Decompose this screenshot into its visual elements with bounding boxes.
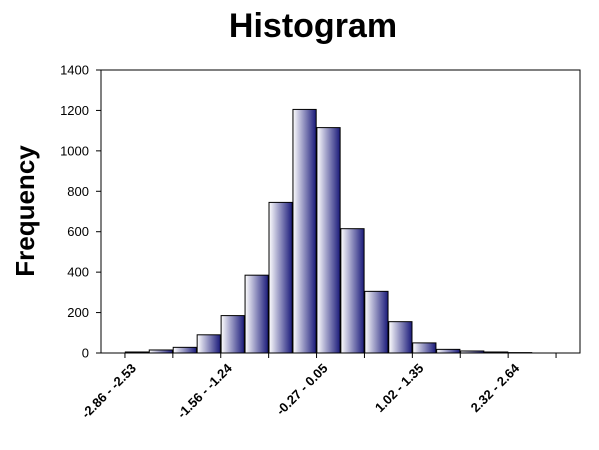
histogram-bar [413,343,436,353]
histogram-bars [125,109,531,353]
y-tick-label: 1400 [60,63,89,78]
histogram-bar [173,347,196,353]
histogram-bar [389,322,412,353]
x-tick-label: 1.02 - 1.35 [372,361,427,416]
y-axis-label: Frequency [10,145,40,277]
x-tick-label: 2.32 - 2.64 [468,360,523,415]
x-tick-label: -1.56 - -1.24 [174,360,235,421]
y-tick-label: 600 [67,224,89,239]
y-tick-label: 400 [67,265,89,280]
histogram-bar [437,349,460,353]
histogram-bar [293,109,316,353]
y-tick-label: 1200 [60,103,89,118]
histogram-bar [341,229,364,353]
y-axis-ticks: 0 200 400 600 800 1000 1200 1400 [60,63,101,361]
x-tick-label: -0.27 - 0.05 [273,361,331,419]
y-tick-label: 0 [82,346,89,361]
y-tick-label: 800 [67,184,89,199]
y-tick-label: 1000 [60,143,89,158]
histogram-bar [245,275,268,353]
y-tick-label: 200 [67,305,89,320]
x-axis-ticks: -2.86 - -2.53 -1.56 - -1.24 -0.27 - 0.05 1.… [78,353,556,421]
histogram-bar [317,128,340,353]
histogram-bar [365,291,388,353]
x-tick-label: -2.86 - -2.53 [78,361,139,422]
chart-title: Histogram [229,7,397,45]
histogram-bar [221,316,244,353]
histogram-bar [197,335,220,353]
histogram-bar [269,202,292,353]
